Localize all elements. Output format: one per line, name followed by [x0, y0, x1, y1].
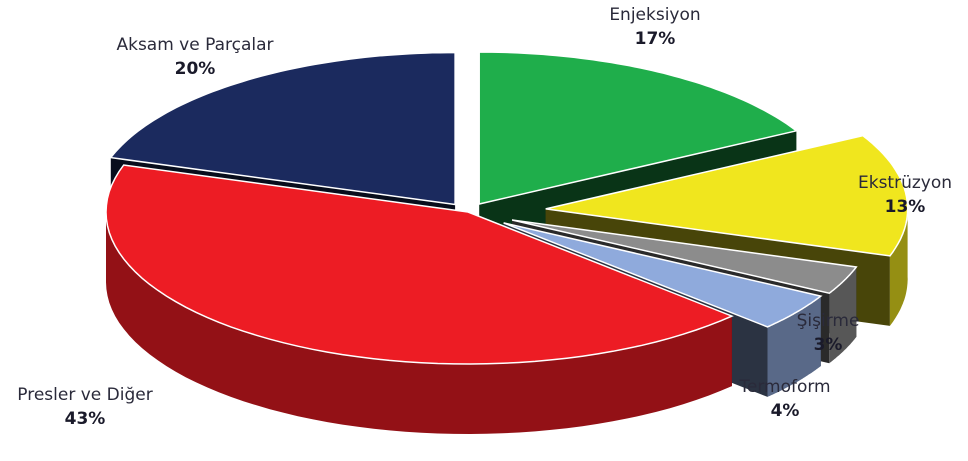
- slice: [511, 219, 858, 295]
- slice-value-label: 4%: [771, 401, 800, 421]
- slice-value-label: 43%: [65, 409, 106, 429]
- slice: [545, 134, 909, 257]
- slice-label: Presler ve Diğer: [17, 385, 152, 405]
- slice-label: Şişirme: [797, 311, 860, 331]
- slice-value-label: 20%: [175, 59, 216, 79]
- slice-side: [106, 212, 732, 434]
- slice: [478, 51, 799, 205]
- slice-side: [889, 207, 908, 326]
- slice: [105, 164, 734, 365]
- slice: [503, 222, 823, 328]
- slice-value-label: 3%: [814, 335, 843, 355]
- slice-label: Termoform: [738, 377, 830, 397]
- slice-value-label: 17%: [635, 29, 676, 49]
- slice: [109, 51, 456, 206]
- slice-label: Aksam ve Parçalar: [116, 35, 273, 55]
- slice-side: [829, 267, 857, 364]
- slice-value-label: 13%: [885, 197, 926, 217]
- slice-label: Enjeksiyon: [609, 5, 700, 25]
- slice-label: Ekstrüzyon: [858, 173, 952, 193]
